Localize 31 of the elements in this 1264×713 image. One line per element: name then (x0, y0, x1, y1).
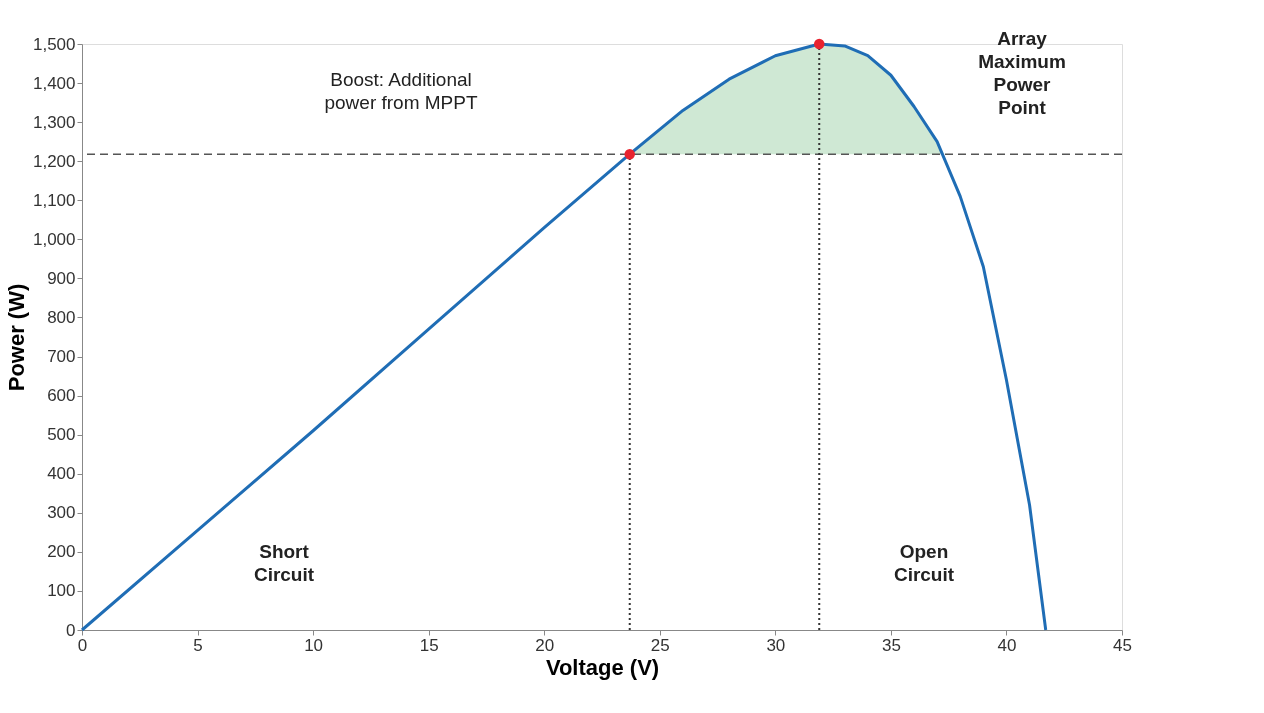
y-tick-label: 1,100 (32, 190, 76, 210)
y-tick-label: 600 (47, 386, 76, 406)
y-tick-label: 1,200 (32, 151, 76, 171)
y-tick-label: 200 (47, 542, 76, 562)
x-tick-label: 20 (535, 635, 555, 655)
annotation: Short Circuit (253, 541, 315, 585)
x-tick-label: 10 (304, 635, 324, 655)
y-tick-label: 1,300 (32, 112, 76, 132)
y-tick-label: 400 (47, 464, 76, 484)
x-tick-label: 40 (997, 635, 1017, 655)
y-tick-label: 300 (47, 503, 76, 523)
y-tick-label: 500 (47, 425, 76, 445)
y-tick-label: 1,000 (32, 229, 76, 249)
annotation: Open Circuit (893, 541, 955, 585)
x-tick-label: 5 (193, 635, 203, 655)
x-tick-label: 25 (650, 635, 670, 655)
y-tick-label: 100 (47, 581, 76, 601)
y-tick-label: 1,500 (32, 34, 76, 54)
y-axis-title: Power (W) (3, 283, 29, 392)
x-tick-label: 35 (881, 635, 901, 655)
y-tick-label: 1,400 (32, 73, 76, 93)
y-tick-label: 0 (66, 620, 76, 640)
annotation: Array Maximum Power Point (978, 28, 1066, 118)
x-axis-title: Voltage (V) (545, 654, 660, 680)
x-tick-label: 45 (1113, 635, 1132, 655)
annotation: Boost: Additional power from MPPT (324, 69, 478, 113)
y-tick-label: 800 (47, 307, 76, 327)
y-tick-label: 700 (47, 347, 76, 367)
x-tick-label: 15 (419, 635, 439, 655)
x-tick-label: 30 (766, 635, 786, 655)
y-tick-label: 900 (47, 268, 76, 288)
